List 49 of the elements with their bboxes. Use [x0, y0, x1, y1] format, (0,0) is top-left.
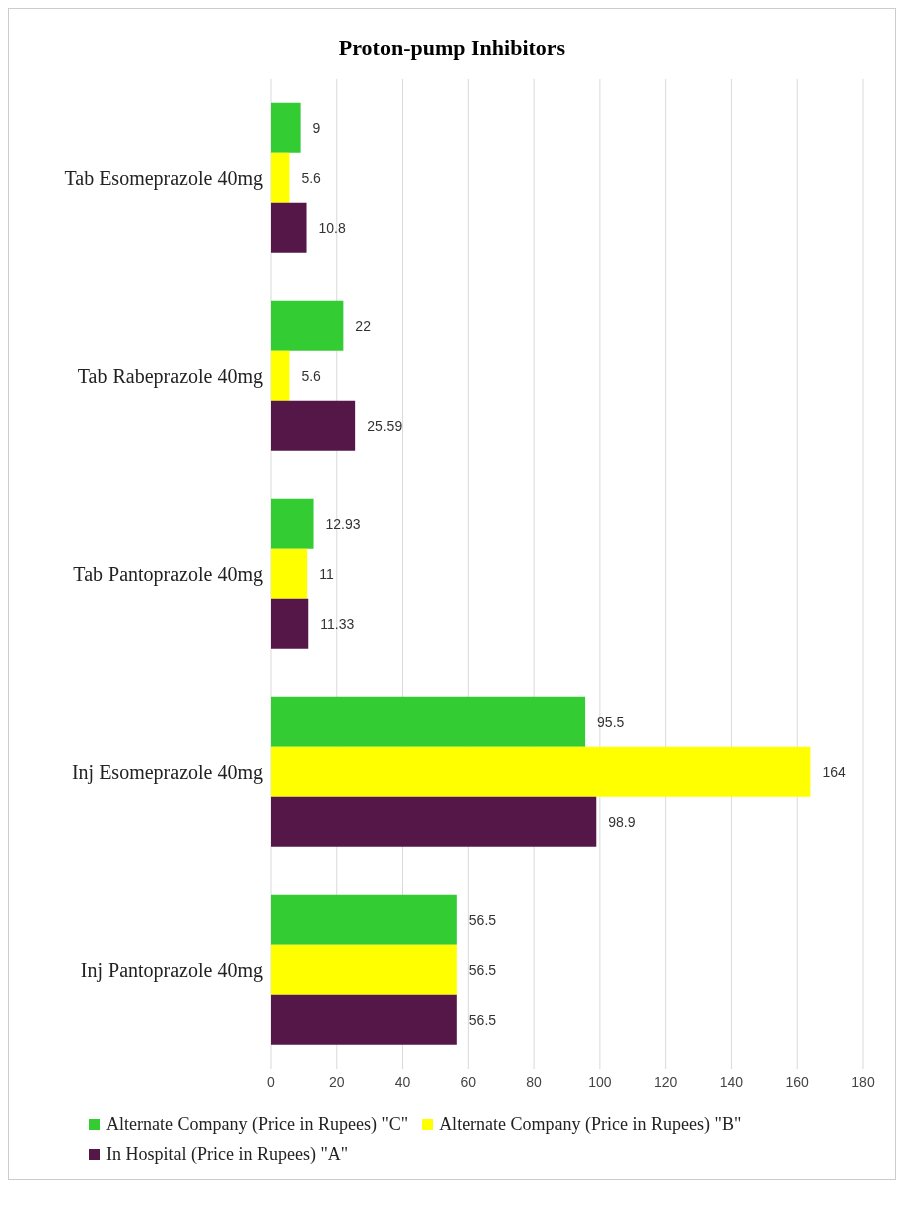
bar — [271, 944, 457, 995]
data-label: 56.5 — [468, 911, 497, 928]
data-label: 95.5 — [597, 713, 625, 730]
data-label: 11.33 — [320, 615, 355, 632]
chart-title: Proton-pump Inhibitors — [337, 34, 567, 62]
data-label: 9 — [312, 119, 321, 136]
bar — [271, 548, 308, 599]
x-tick-label: 80 — [526, 1073, 543, 1090]
bar — [271, 202, 307, 253]
data-label: 25.59 — [367, 417, 403, 434]
legend-label: Alternate Company (Price in Rupees) "C" — [106, 1114, 409, 1134]
bar — [271, 102, 301, 153]
y-tick-label: Inj Esomeprazole 40mg — [71, 761, 263, 785]
x-tick-label: 140 — [719, 1073, 744, 1090]
bar — [271, 350, 290, 401]
x-tick-label: 40 — [394, 1073, 411, 1090]
y-tick-label: Inj Pantoprazole 40mg — [80, 959, 263, 983]
y-tick-label: Tab Esomeprazole 40mg — [64, 167, 263, 191]
x-tick-label: 60 — [460, 1073, 477, 1090]
y-tick-label: Tab Pantoprazole 40mg — [73, 563, 263, 587]
data-label: 12.93 — [325, 515, 361, 532]
data-label: 10.8 — [318, 219, 346, 236]
x-tick-label: 100 — [588, 1073, 612, 1090]
legend-label: Alternate Company (Price in Rupees) "B" — [439, 1114, 742, 1134]
bar — [271, 796, 597, 847]
x-tick-label: 0 — [267, 1073, 276, 1090]
data-label: 5.6 — [301, 367, 322, 384]
bar — [271, 152, 290, 203]
bar — [271, 746, 811, 797]
legend-label: In Hospital (Price in Rupees) "A" — [106, 1144, 349, 1164]
data-label: 56.5 — [468, 961, 497, 978]
bar — [271, 498, 314, 549]
bar — [271, 400, 356, 451]
bar — [271, 696, 586, 747]
data-label: 5.6 — [301, 169, 322, 186]
bar — [271, 994, 457, 1045]
data-label: 56.5 — [468, 1011, 497, 1028]
data-label: 22 — [355, 317, 372, 334]
data-label: 11 — [319, 565, 334, 582]
x-tick-label: 180 — [851, 1073, 875, 1090]
bar — [271, 300, 344, 351]
bar — [271, 598, 309, 649]
x-tick-label: 160 — [785, 1073, 810, 1090]
data-label: 98.9 — [608, 813, 636, 830]
y-tick-label: Tab Rabeprazole 40mg — [77, 365, 263, 389]
x-tick-label: 120 — [653, 1073, 678, 1090]
bar — [271, 894, 457, 945]
x-tick-label: 20 — [328, 1073, 345, 1090]
data-label: 164 — [822, 763, 846, 780]
